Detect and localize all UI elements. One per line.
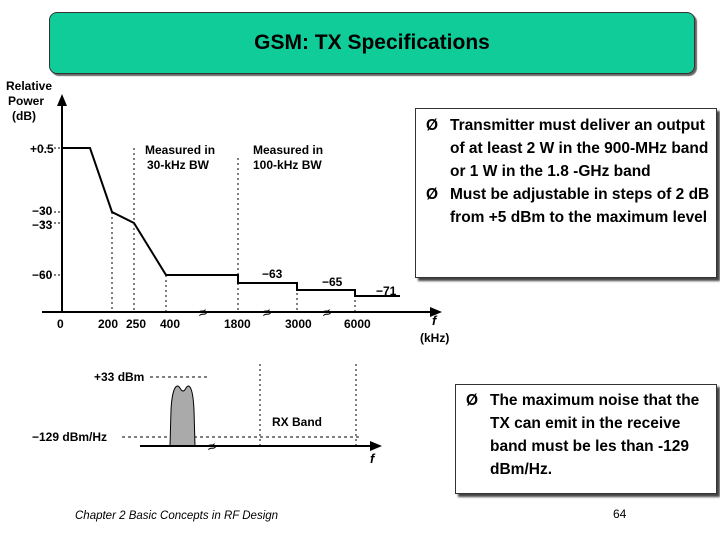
slide-title: GSM: TX Specifications (254, 31, 490, 54)
noise-x-axis-arrow (370, 441, 382, 451)
axis-break-mark: ≈ (205, 438, 219, 457)
tx-requirements-list: Ø Transmitter must deliver an output of a… (416, 114, 716, 229)
level-label: −65 (322, 275, 343, 289)
x-tick-label: 6000 (344, 317, 371, 331)
bullet-text: Transmitter must deliver an output of at… (450, 117, 709, 180)
bullet-text: The maximum noise that the TX can emit i… (490, 392, 700, 478)
tx-noise-diagram: +33 dBm −129 dBm/Hz RX Band ≈ f (32, 364, 382, 466)
arrow-bullet-icon: Ø (426, 186, 439, 203)
spectral-mask-curve (62, 147, 400, 297)
axis-break-mark: ≈ (260, 304, 274, 323)
region-label-100khz-line1: Measured in (253, 143, 323, 157)
y-axis-arrow (57, 94, 67, 106)
title-banner: GSM: TX Specifications (49, 12, 695, 74)
footer-text: Chapter 2 Basic Concepts in RF Design (75, 510, 279, 522)
arrow-bullet-icon: Ø (426, 117, 439, 134)
noise-requirement-box: Ø The maximum noise that the TX can emit … (455, 384, 717, 494)
region-label-100khz-line2: 100-kHz BW (253, 158, 322, 172)
level-label: −71 (376, 284, 397, 298)
noise-x-axis-label: f (370, 451, 376, 466)
carrier-level-label: +33 dBm (94, 370, 144, 384)
spectral-mask-diagram: Relative Power (dB) +0.5 −30 −33 −60 0 2… (6, 79, 449, 345)
y-axis-label-line1: Relative (6, 79, 52, 93)
x-axis-label-f: f (432, 313, 438, 328)
y-axis-label-line3: (dB) (12, 109, 36, 123)
region-label-30khz-line1: Measured in (145, 143, 215, 157)
region-label-30khz-line2: 30-kHz BW (147, 158, 210, 172)
axis-break-mark: ≈ (320, 304, 334, 323)
x-tick-label: 200 (98, 317, 118, 331)
bullet-item: Ø The maximum noise that the TX can emit … (456, 389, 716, 481)
y-tick-label: −33 (32, 218, 53, 232)
noise-floor-label: −129 dBm/Hz (32, 430, 107, 444)
noise-requirement-list: Ø The maximum noise that the TX can emit … (456, 389, 716, 481)
y-tick-label: −30 (32, 204, 53, 218)
x-tick-label: 1800 (224, 317, 251, 331)
y-tick-label: −60 (32, 268, 53, 282)
tx-requirements-box: Ø Transmitter must deliver an output of a… (415, 108, 717, 278)
x-axis-arrow (430, 307, 442, 317)
arrow-bullet-icon: Ø (466, 392, 479, 409)
x-tick-label: 3000 (285, 317, 312, 331)
y-tick-label: +0.5 (30, 142, 54, 156)
y-axis-label-line2: Power (8, 94, 44, 108)
bullet-item: Ø Transmitter must deliver an output of a… (416, 114, 716, 183)
axis-break-mark: ≈ (196, 304, 210, 323)
carrier-spectrum (169, 385, 196, 447)
page-number: 64 (613, 507, 627, 521)
level-label: −63 (262, 267, 283, 281)
rx-band-label: RX Band (272, 415, 322, 429)
bullet-text: Must be adjustable in steps of 2 dB from… (450, 186, 710, 226)
x-tick-label: 0 (57, 317, 64, 331)
x-axis-label-unit: (kHz) (420, 331, 449, 345)
x-tick-label: 400 (160, 317, 180, 331)
bullet-item: Ø Must be adjustable in steps of 2 dB fro… (416, 183, 716, 229)
x-tick-label: 250 (126, 317, 146, 331)
